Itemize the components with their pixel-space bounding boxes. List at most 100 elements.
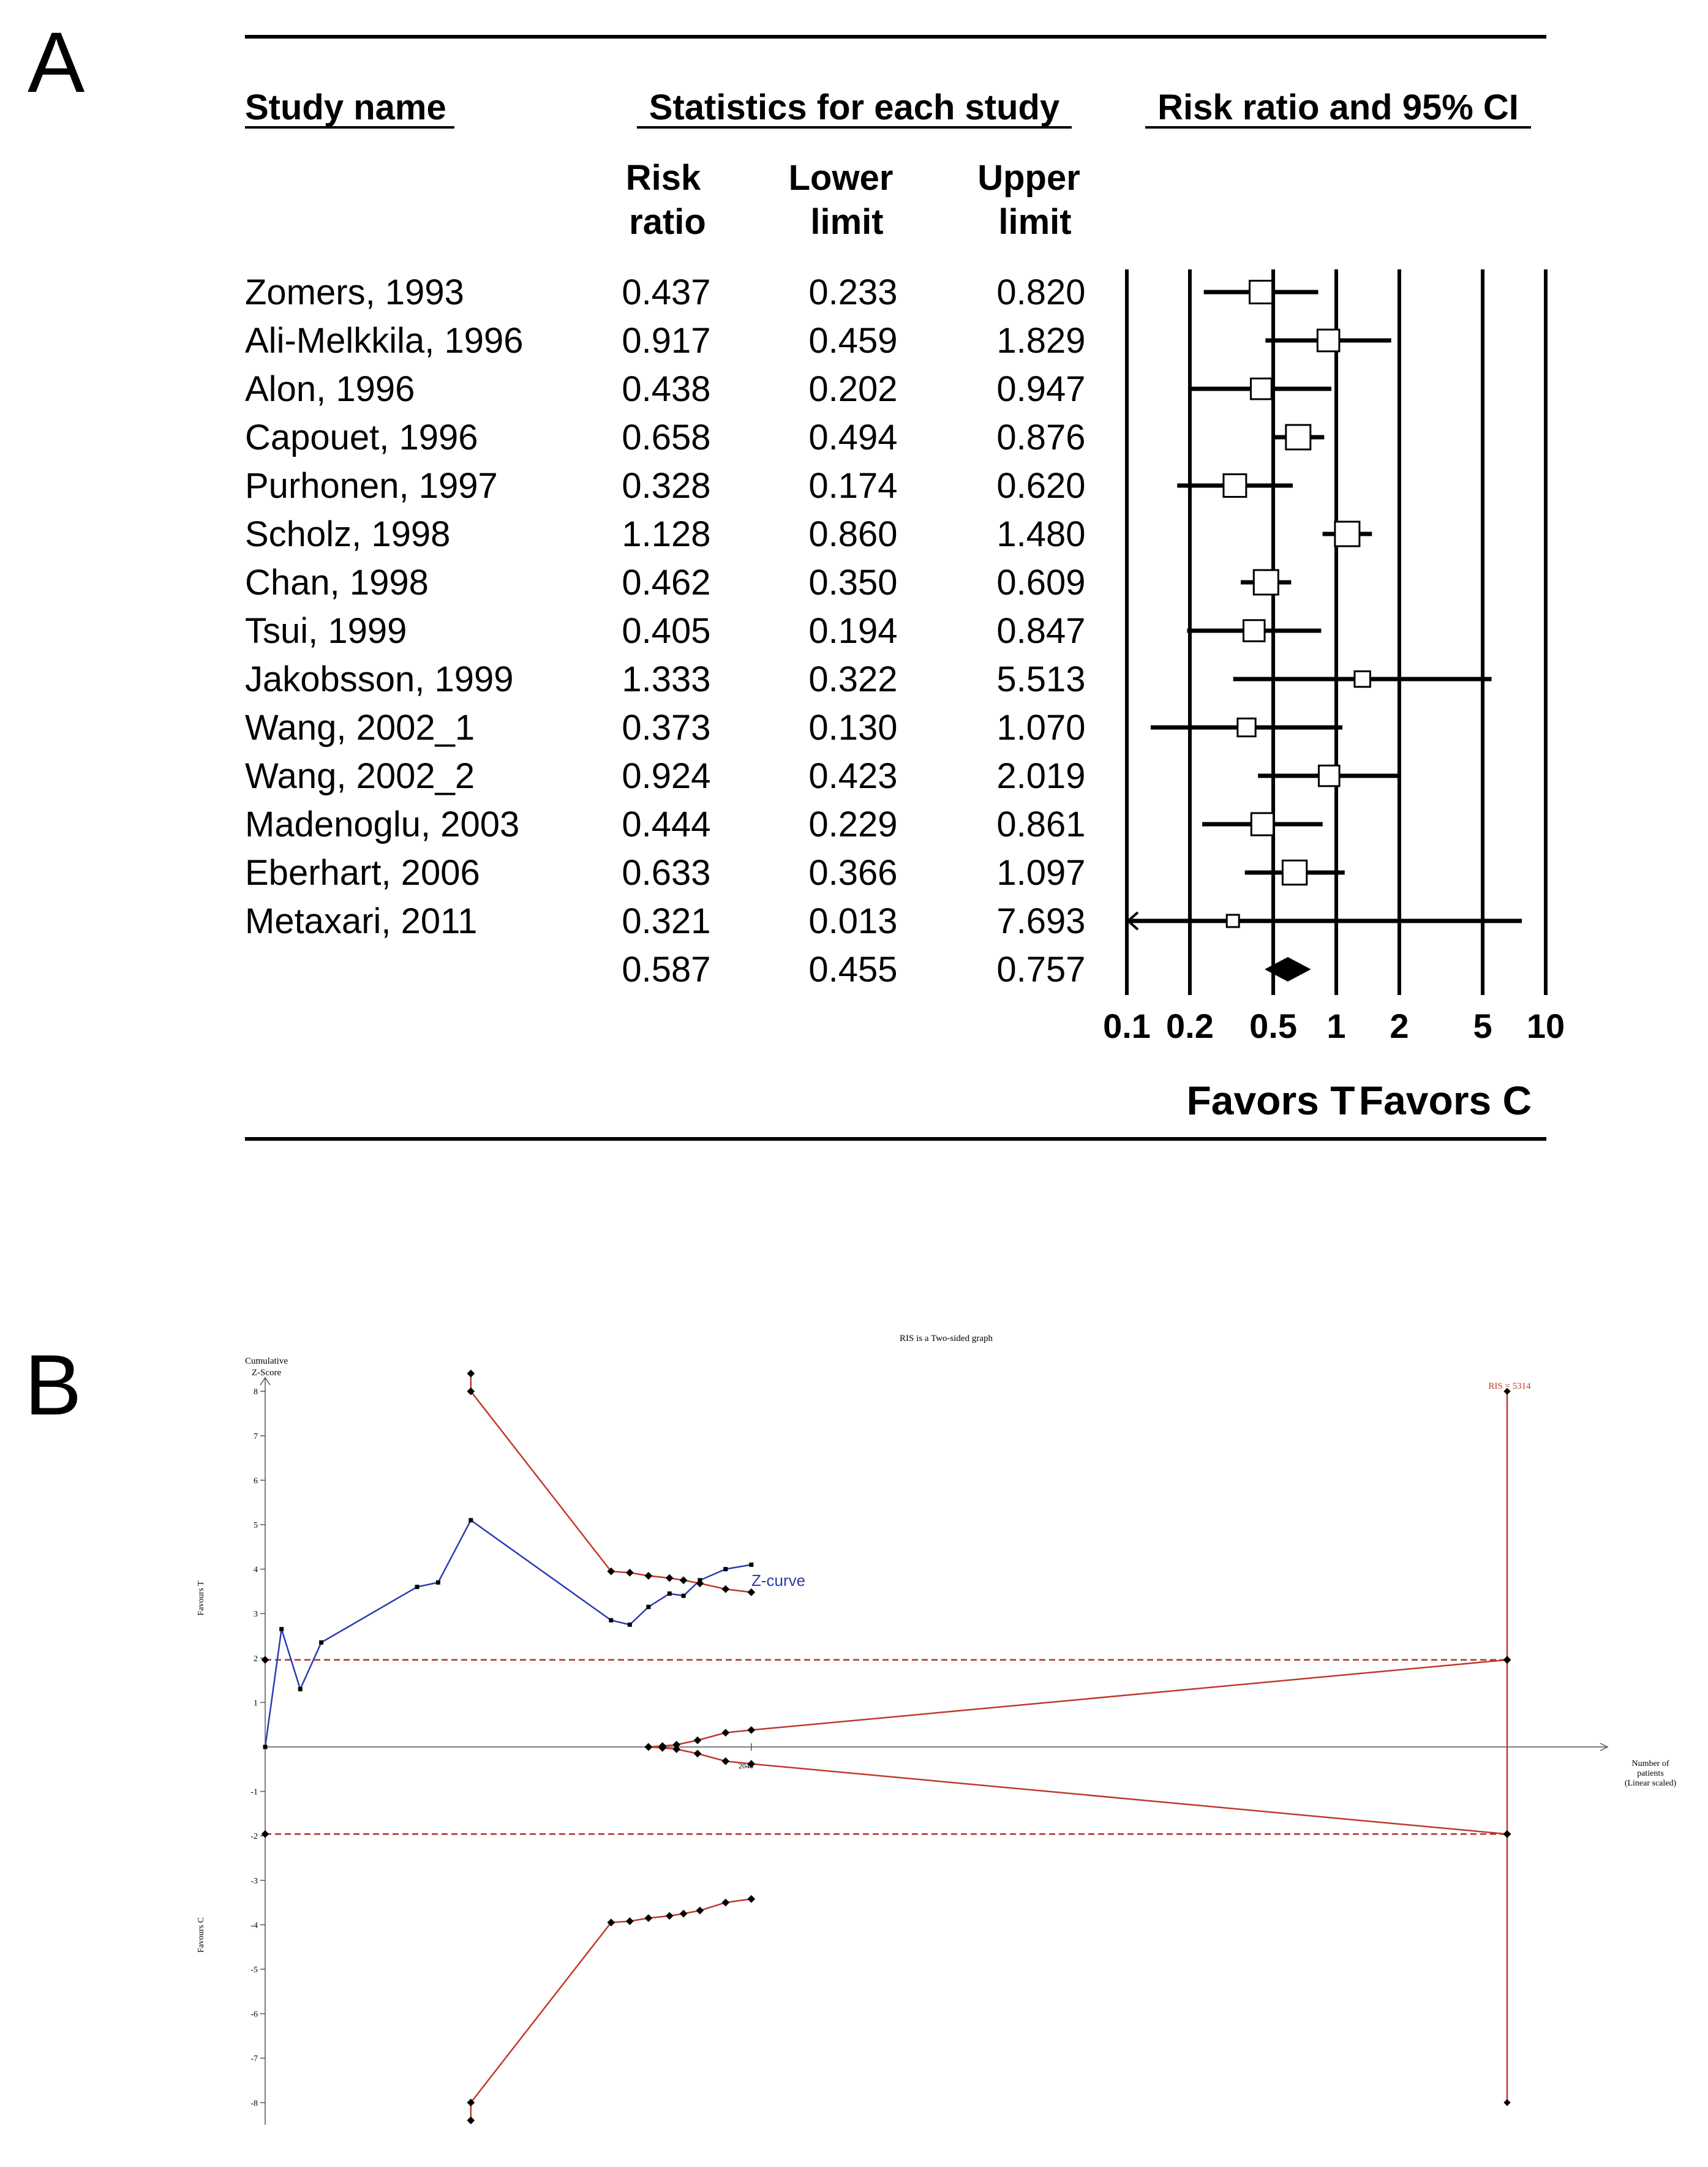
study-upper-10: 2.019	[996, 756, 1085, 796]
y-tick-label-1: -7	[250, 2054, 258, 2064]
study-name-6: Chan, 1998	[245, 563, 429, 603]
y-axis-title-line2: Z-Score	[252, 1368, 282, 1378]
z-curve-point-0	[263, 1744, 268, 1749]
upper-futility-boundary-point-4	[721, 1729, 730, 1737]
upper-monitoring-boundary-point-2	[607, 1567, 615, 1575]
lower-futility-boundary-point-1	[658, 1744, 667, 1752]
z-curve-point-7	[609, 1618, 614, 1623]
forest-tick-label-2: 0.5	[1249, 1007, 1297, 1045]
lower-futility-boundary-point-0	[644, 1743, 653, 1751]
lower-monitoring-boundary-point-3	[625, 1917, 634, 1925]
boundary-end-marker-3	[1503, 1830, 1511, 1838]
y-tick-label-2: -6	[250, 2010, 258, 2019]
study-point-5	[1334, 520, 1361, 547]
boundary-end-marker-1	[261, 1830, 269, 1838]
forest-table: Zomers, 1993 0.437 0.233 0.820 Ali-Melkkila,…	[245, 272, 1086, 990]
study-lower-12: 0.366	[808, 853, 897, 893]
study-lower-5: 0.860	[808, 514, 897, 554]
forest-tick-label-5: 5	[1473, 1007, 1492, 1045]
boundary-end-marker-2	[1503, 1656, 1511, 1664]
tsa-series	[261, 1369, 1511, 2125]
ris-label: RIS = 5314	[1488, 1381, 1531, 1391]
study-upper-8: 5.513	[996, 659, 1085, 699]
tsa-axes: -8 -7 -6 -5 -4 -3 -2 -1 1 2 3 4 5 6 7 8	[250, 1376, 1609, 2125]
x-axis-arrow	[1600, 1743, 1609, 1751]
study-ci-arrow-13	[1126, 911, 1139, 931]
study-point-13	[1225, 914, 1240, 928]
study-upper-2: 0.947	[996, 369, 1085, 409]
study-point-11	[1250, 812, 1275, 836]
study-rr-9: 0.373	[622, 708, 710, 748]
study-lower-11: 0.229	[808, 805, 897, 844]
col-upper-limit-line1: Upper	[977, 158, 1080, 198]
study-name-1: Ali-Melkkila, 1996	[245, 321, 524, 361]
upper-monitoring-boundary-point-9	[747, 1588, 756, 1596]
col-upper-limit-line2: limit	[998, 202, 1071, 242]
y-tick-label-13: 6	[254, 1476, 258, 1485]
lower-monitoring-boundary-point-9	[747, 1895, 756, 1903]
study-point-1	[1316, 328, 1341, 353]
x-axis-title-line2: patients	[1637, 1769, 1664, 1778]
lower-futility-boundary-point-4	[721, 1757, 730, 1765]
z-curve-point-3	[319, 1640, 324, 1645]
study-upper-4: 0.620	[996, 466, 1085, 506]
y-tick-label-7: -1	[250, 1788, 258, 1797]
study-point-12	[1281, 859, 1308, 886]
y-tick-label-15: 8	[254, 1388, 258, 1397]
study-name-11: Madenoglu, 2003	[245, 805, 519, 844]
z-curve-point-8	[627, 1622, 632, 1627]
study-upper-9: 1.070	[996, 708, 1085, 748]
study-lower-13: 0.013	[808, 901, 897, 941]
lower-monitoring-boundary-point-2	[607, 1918, 615, 1927]
study-rr-7: 0.405	[622, 611, 710, 651]
study-rr-3: 0.658	[622, 418, 710, 457]
study-lower-2: 0.202	[808, 369, 897, 409]
upper-monitoring-boundary-point-8	[721, 1585, 730, 1593]
study-rr-12: 0.633	[622, 853, 710, 893]
study-rr-1: 0.917	[622, 321, 710, 361]
study-rr-4: 0.328	[622, 466, 710, 506]
z-curve-point-13	[723, 1567, 728, 1572]
z-curve-point-14	[749, 1562, 754, 1567]
study-rr-5: 1.128	[622, 514, 710, 554]
z-curve-label: Z-curve	[751, 1571, 805, 1590]
study-point-6	[1252, 569, 1279, 596]
favours-c-axis-label: Favours C	[197, 1917, 206, 1953]
col-lower-limit-line2: limit	[810, 202, 883, 242]
y-tick-label-3: -5	[250, 1966, 258, 1975]
tsa-graph-title: RIS is a Two-sided graph	[900, 1334, 993, 1343]
study-point-0	[1249, 279, 1274, 305]
upper-monitoring-boundary-point-3	[625, 1569, 634, 1577]
forest-plot: 0.1 0.2 0.5 1 2 5 10	[1103, 269, 1565, 1045]
z-curve-point-1	[279, 1627, 284, 1632]
lower-futility-boundary-line	[648, 1746, 1508, 1835]
study-rr-8: 1.333	[622, 659, 710, 699]
upper-futility-boundary-point-3	[693, 1736, 702, 1744]
study-point-7	[1242, 619, 1266, 642]
forest-tick-label-3: 1	[1326, 1007, 1345, 1045]
lower-monitoring-boundary-point-8	[721, 1898, 730, 1907]
lower-futility-boundary-point-5	[747, 1760, 756, 1768]
study-point-10	[1317, 764, 1341, 787]
header-study-name: Study name	[245, 88, 446, 127]
y-tick-label-10: 3	[254, 1610, 258, 1619]
pooled-rr: 0.587	[622, 950, 710, 990]
study-name-13: Metaxari, 2011	[245, 901, 477, 941]
study-upper-6: 0.609	[996, 563, 1085, 603]
upper-monitoring-boundary-point-1	[467, 1387, 475, 1395]
x-axis-title-line3: (Linear scaled)	[1625, 1779, 1677, 1788]
forest-tick-label-6: 10	[1527, 1007, 1565, 1045]
study-point-2	[1249, 377, 1273, 400]
y-tick-label-5: -3	[250, 1877, 258, 1886]
study-name-10: Wang, 2002_2	[245, 756, 475, 796]
ris-end-marker-0	[1503, 1388, 1511, 1395]
y-tick-label-0: -8	[250, 2099, 258, 2108]
study-lower-4: 0.174	[808, 466, 897, 506]
z-curve-point-6	[468, 1518, 473, 1523]
col-lower-limit-line1: Lower	[789, 158, 894, 198]
study-upper-0: 0.820	[996, 272, 1085, 312]
study-upper-1: 1.829	[996, 321, 1085, 361]
z-curve-point-10	[667, 1591, 672, 1596]
study-name-9: Wang, 2002_1	[245, 708, 475, 748]
z-curve-point-2	[298, 1687, 303, 1692]
